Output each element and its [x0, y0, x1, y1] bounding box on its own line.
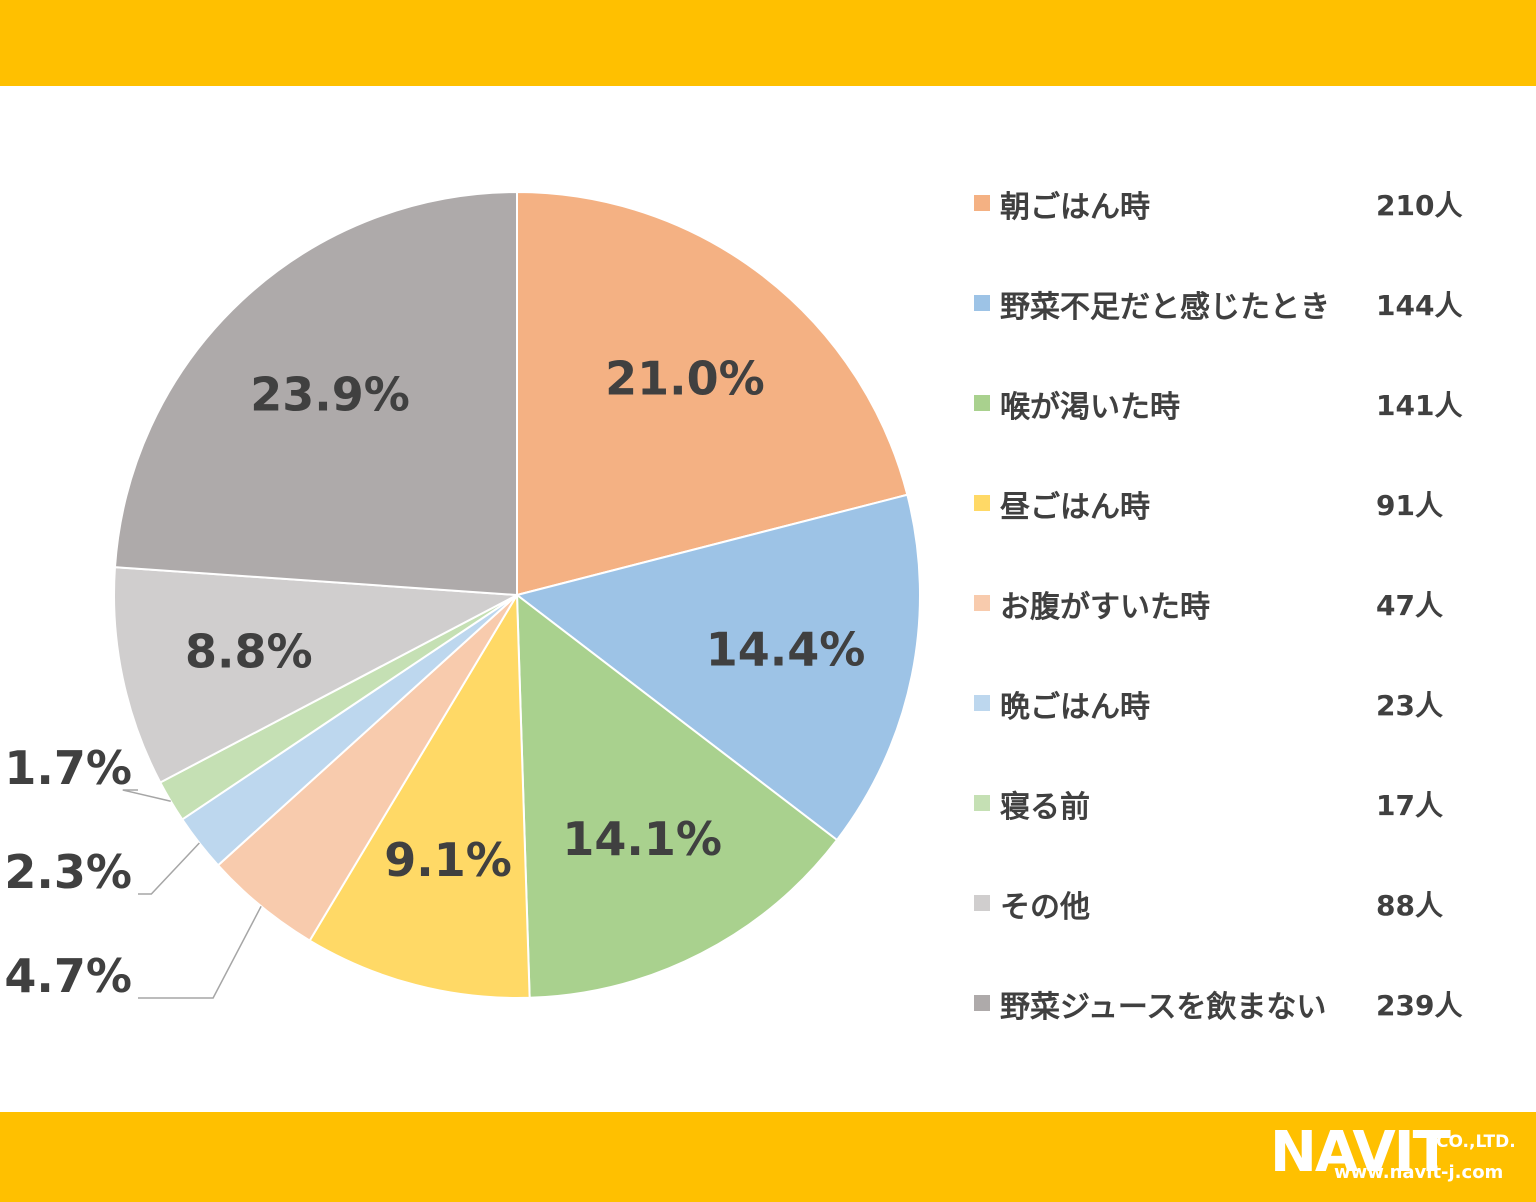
legend-swatch	[974, 795, 990, 811]
data-label: 9.1%	[384, 833, 512, 887]
legend-item: 朝ごはん時 210人	[974, 176, 1494, 276]
legend-swatch	[974, 995, 990, 1011]
legend-label: 朝ごはん時	[1000, 190, 1150, 225]
legend-item: 寝る前 17人	[974, 776, 1494, 876]
data-label: 23.9%	[250, 368, 410, 422]
legend-item: 晩ごはん時 23人	[974, 676, 1494, 776]
leader-line	[138, 905, 262, 999]
legend-count: 88人	[1376, 889, 1443, 922]
pie-slice	[515, 592, 839, 999]
legend-item: 野菜不足だと感じたとき 144人	[974, 276, 1494, 376]
legend-swatch	[974, 595, 990, 611]
logo-url: www.navit-j.com	[1334, 1162, 1504, 1183]
legend-swatch	[974, 295, 990, 311]
legend-count: 23人	[1376, 689, 1443, 722]
legend-item: その他 88人	[974, 876, 1494, 976]
pie-slice	[113, 566, 521, 784]
leader-line	[138, 842, 200, 895]
data-label: 2.3%	[4, 845, 132, 899]
pie-slice	[514, 493, 921, 842]
legend-item: 昼ごはん時 91人	[974, 476, 1494, 576]
logo-suffix: CO.,LTD.	[1436, 1132, 1516, 1152]
legend-swatch	[974, 495, 990, 511]
legend-swatch	[974, 395, 990, 411]
legend-count: 17人	[1376, 789, 1443, 822]
legend-label: 野菜不足だと感じたとき	[1000, 290, 1330, 325]
legend-label: 喉が渇いた時	[1000, 390, 1180, 425]
data-label: 8.8%	[185, 624, 313, 678]
data-label: 14.1%	[562, 812, 722, 866]
legend-count: 47人	[1376, 589, 1443, 622]
pie-slice	[516, 190, 909, 597]
bottom-banner	[0, 1112, 1536, 1202]
pie-slice	[308, 591, 531, 999]
pie-slice	[113, 190, 518, 597]
legend-label: その他	[1000, 890, 1090, 925]
legend-count: 239人	[1376, 989, 1463, 1022]
data-label: 1.7%	[4, 741, 132, 795]
data-label: 14.4%	[706, 623, 866, 677]
logo-wordmark: NAVIT	[1270, 1120, 1451, 1185]
legend-swatch	[974, 695, 990, 711]
data-label: 4.7%	[4, 949, 132, 1003]
legend-count: 210人	[1376, 189, 1463, 222]
legend-swatch	[974, 895, 990, 911]
legend: 朝ごはん時 210人 野菜不足だと感じたとき 144人 喉が渇いた時 141人 …	[974, 176, 1494, 1076]
legend-count: 144人	[1376, 289, 1463, 322]
legend-item: 喉が渇いた時 141人	[974, 376, 1494, 476]
legend-label: 寝る前	[1000, 790, 1090, 825]
legend-label: 晩ごはん時	[1000, 690, 1150, 725]
legend-count: 141人	[1376, 389, 1463, 422]
legend-label: 野菜ジュースを飲まない	[1000, 990, 1327, 1025]
legend-label: 昼ごはん時	[1000, 490, 1150, 525]
legend-count: 91人	[1376, 489, 1443, 522]
legend-item: 野菜ジュースを飲まない 239人	[974, 976, 1494, 1076]
leader-line	[122, 789, 171, 802]
top-banner	[0, 0, 1536, 86]
company-logo: NAVIT CO.,LTD. www.navit-j.com	[1270, 1120, 1526, 1192]
data-label: 21.0%	[605, 351, 765, 405]
legend-item: お腹がすいた時 47人	[974, 576, 1494, 676]
legend-swatch	[974, 195, 990, 211]
legend-label: お腹がすいた時	[1000, 590, 1210, 625]
